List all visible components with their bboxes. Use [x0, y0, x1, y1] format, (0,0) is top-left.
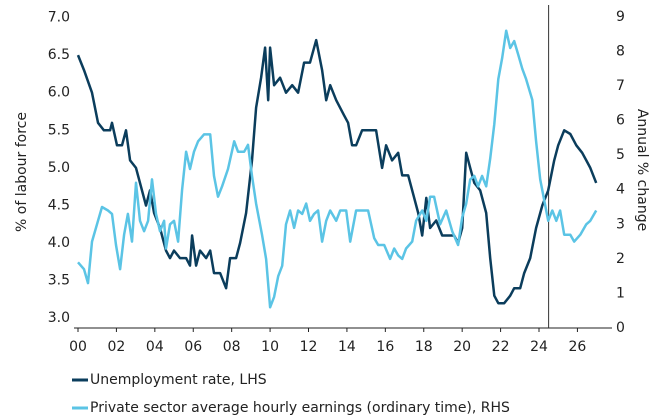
x-tick-label: 22: [492, 339, 510, 355]
legend-label: Private sector average hourly earnings (…: [90, 400, 510, 416]
series-line: [77, 29, 598, 309]
x-tick-label: 14: [338, 339, 356, 355]
y-tick-label: 5.0: [48, 160, 70, 176]
x-tick-label: 16: [376, 339, 394, 355]
y-tick-label: 6.5: [48, 47, 70, 63]
x-tick-label: 00: [69, 339, 87, 355]
y-tick-label: 6.0: [48, 85, 70, 101]
x-tick-label: 12: [300, 339, 318, 355]
y-axis-label: % of labour force: [14, 112, 30, 232]
legend-label: Unemployment rate, LHS: [90, 372, 267, 388]
x-tick-label: 04: [146, 339, 164, 355]
x-tick-label: 24: [530, 339, 548, 355]
y-tick-label: 3.5: [48, 273, 70, 289]
y-tick-label: 7.0: [48, 10, 70, 26]
x-tick-label: 06: [184, 339, 202, 355]
y2-tick-label: 4: [616, 182, 625, 198]
y2-axis-label: Annual % change: [634, 109, 650, 231]
y2-tick-label: 6: [616, 113, 625, 129]
y-tick-label: 4.5: [48, 197, 70, 213]
y-tick-label: 4.0: [48, 235, 70, 251]
x-tick-label: 08: [223, 339, 241, 355]
x-tick-label: 26: [569, 339, 587, 355]
y2-tick-label: 9: [616, 9, 625, 25]
y2-tick-label: 5: [616, 147, 625, 163]
series-line: [76, 38, 598, 305]
y2-tick-label: 1: [616, 285, 625, 301]
y2-tick-label: 8: [616, 43, 625, 59]
y2-tick-label: 3: [616, 216, 625, 232]
x-tick-label: 18: [415, 339, 433, 355]
y2-tick-label: 2: [616, 251, 625, 267]
y-tick-label: 5.5: [48, 122, 70, 138]
x-tick-label: 02: [108, 339, 126, 355]
y-tick-label: 3.0: [48, 310, 70, 326]
y2-tick-label: 0: [616, 320, 625, 336]
y2-tick-label: 7: [616, 78, 625, 94]
x-tick-label: 20: [453, 339, 471, 355]
x-tick-label: 10: [261, 339, 279, 355]
